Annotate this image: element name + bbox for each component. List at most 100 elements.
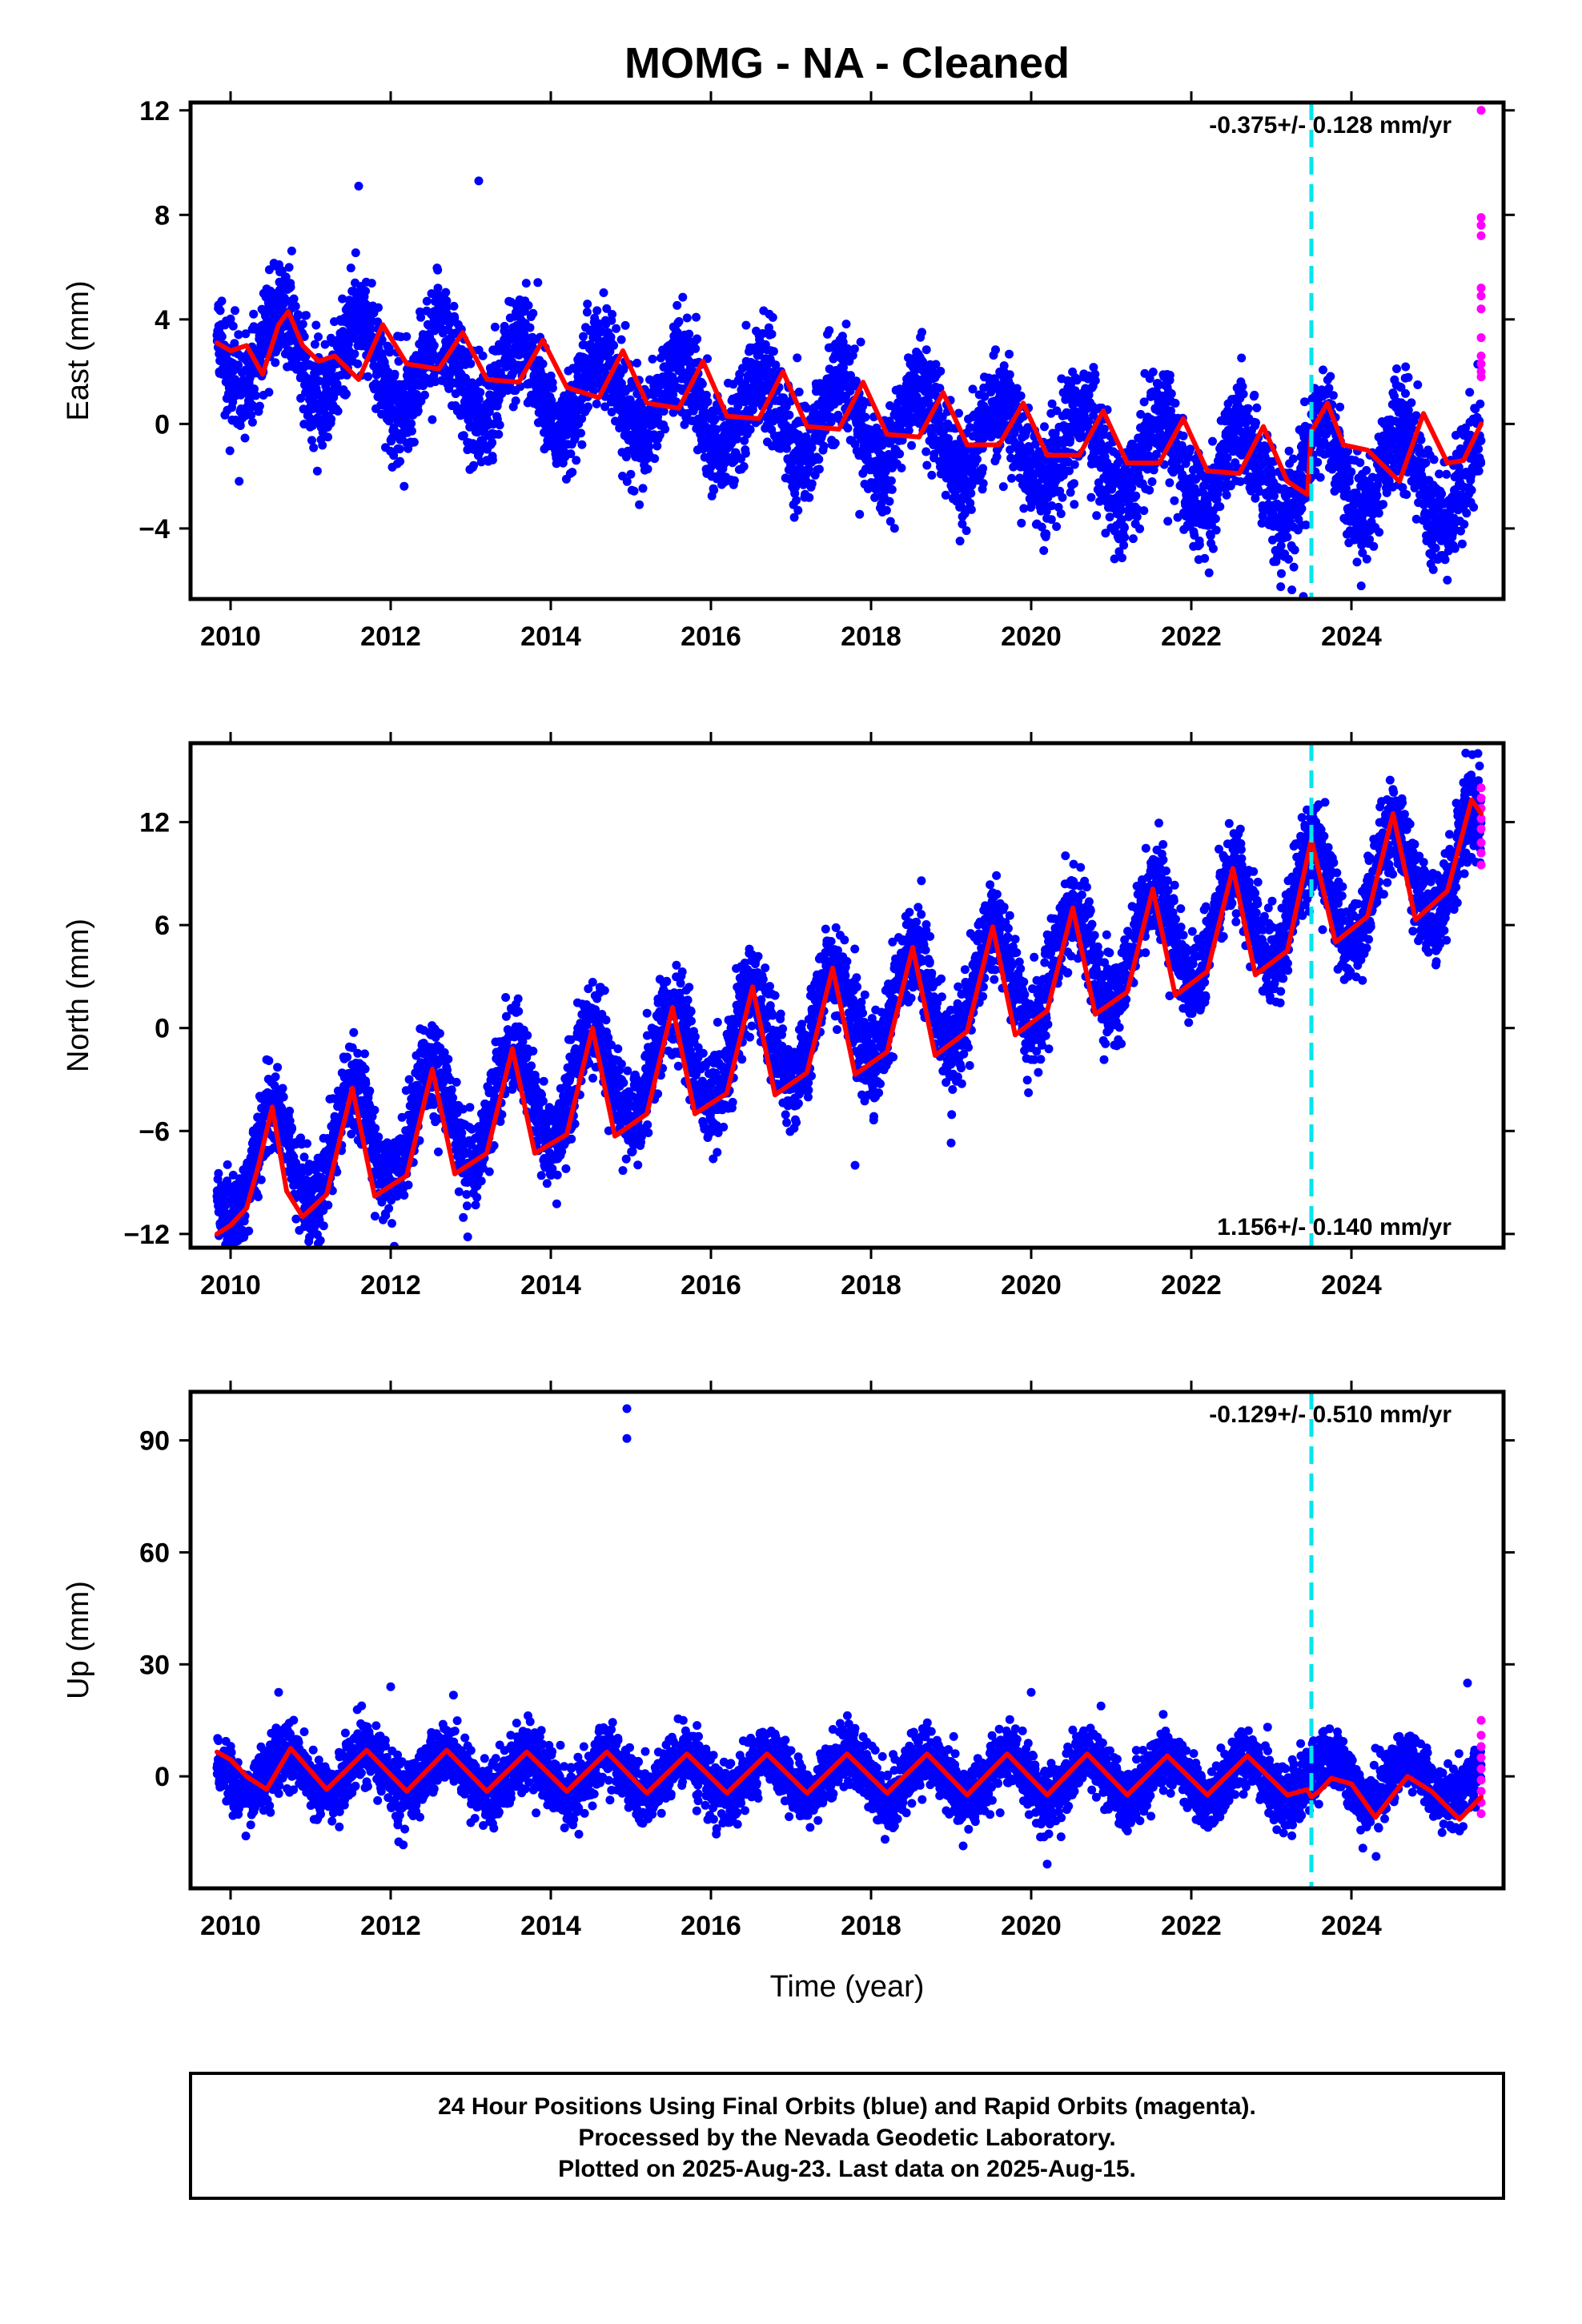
data-point [897, 463, 906, 472]
data-point [802, 404, 811, 413]
data-point [819, 441, 829, 451]
data-point [966, 505, 976, 514]
data-point [885, 497, 894, 506]
data-point [409, 437, 419, 447]
data-point [1170, 399, 1180, 408]
data-point [1147, 477, 1157, 486]
data-point [1372, 491, 1382, 500]
data-point [1211, 514, 1220, 524]
data-point [936, 367, 946, 376]
data-point [768, 312, 777, 322]
data-point [584, 402, 592, 412]
data-point [1092, 511, 1102, 521]
data-point [301, 311, 311, 320]
data-point [318, 440, 327, 450]
data-point [1136, 409, 1146, 419]
data-point [632, 358, 642, 368]
data-point [528, 308, 538, 318]
data-point [886, 476, 896, 485]
data-point [215, 306, 225, 316]
data-point [659, 407, 669, 416]
data-point [1362, 554, 1371, 564]
data-point [599, 288, 608, 297]
data-point [673, 300, 682, 310]
data-point [1128, 534, 1138, 544]
data-point [1160, 401, 1170, 411]
data-point [927, 470, 937, 480]
data-point [849, 344, 859, 354]
data-point [825, 326, 834, 336]
data-point [441, 287, 451, 297]
data-point [973, 455, 982, 464]
data-point [877, 499, 886, 509]
data-point [298, 320, 307, 329]
data-point [1157, 421, 1166, 431]
data-point [978, 464, 988, 473]
data-point [685, 329, 694, 339]
data-point [592, 399, 601, 408]
data-point [745, 424, 755, 434]
data-point [957, 502, 966, 512]
data-point [583, 300, 592, 309]
data-point [769, 347, 778, 356]
data-point [459, 431, 468, 440]
data-point [1289, 562, 1299, 572]
data-point [955, 537, 965, 546]
data-point [433, 265, 443, 275]
data-point [855, 509, 865, 519]
data-point [1052, 522, 1062, 531]
data-point [346, 263, 355, 273]
data-point [251, 391, 260, 400]
data-point [990, 421, 1000, 431]
data-point [1135, 524, 1145, 533]
data-point [978, 479, 988, 489]
data-point [792, 496, 801, 505]
data-point [691, 344, 701, 353]
data-point [1101, 529, 1110, 538]
data-point [377, 335, 387, 344]
data-point [652, 441, 662, 451]
data-point [1114, 456, 1124, 466]
data-point [1326, 372, 1335, 381]
data-point [979, 383, 989, 392]
data-point [709, 485, 719, 495]
data-point [284, 263, 294, 272]
data-point [1204, 568, 1214, 577]
data-point [338, 294, 347, 304]
data-point [992, 452, 1002, 461]
data-point [576, 428, 585, 438]
data-point [1211, 525, 1221, 535]
data-point [607, 408, 616, 416]
data-point [1023, 423, 1033, 432]
data-point [912, 392, 921, 401]
data-point [1373, 480, 1383, 489]
data-point [805, 493, 814, 502]
data-point [1251, 493, 1260, 503]
data-point [670, 376, 680, 386]
data-point [294, 311, 303, 320]
data-point [1223, 453, 1232, 463]
data-point [1010, 428, 1019, 438]
data-point [1046, 515, 1056, 525]
data-point [490, 322, 500, 332]
data-point [327, 414, 336, 424]
data-point [693, 334, 702, 344]
data-point [1163, 517, 1173, 526]
data-point [785, 410, 794, 420]
data-point [611, 416, 620, 426]
data-point [922, 460, 932, 470]
data-point [407, 419, 416, 428]
data-point [1012, 384, 1022, 393]
data-point [1052, 406, 1062, 416]
data-point [1178, 443, 1187, 452]
data-point [749, 391, 758, 400]
data-point [402, 332, 412, 341]
data-point [310, 340, 319, 349]
data-point [1090, 376, 1100, 385]
data-point [1065, 466, 1074, 476]
data-point [814, 464, 824, 474]
data-point [407, 426, 416, 436]
data-point [841, 320, 851, 329]
data-point [524, 300, 533, 310]
data-point [645, 375, 654, 384]
